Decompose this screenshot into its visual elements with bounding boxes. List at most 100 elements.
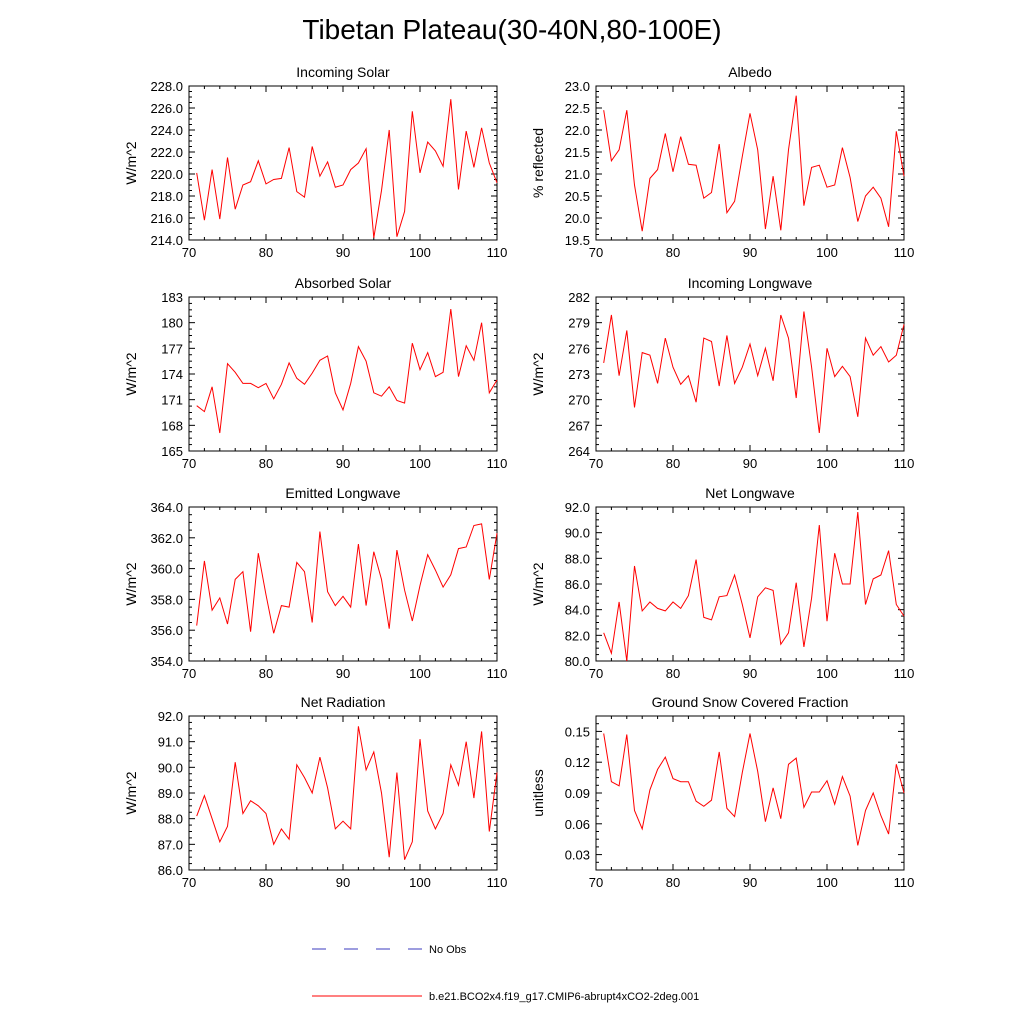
y-tick-label: 171 [161, 393, 183, 408]
x-tick-label: 90 [336, 245, 350, 260]
y-tick-label: 92.0 [565, 500, 590, 515]
y-tick-label: 183 [161, 290, 183, 305]
y-tick-label: 19.5 [565, 233, 590, 248]
series-line [196, 523, 498, 634]
x-tick-label: 70 [589, 666, 603, 681]
plot-frame [188, 715, 498, 871]
x-tick-label: 70 [182, 456, 196, 471]
panel-title: Ground Snow Covered Fraction [652, 694, 849, 710]
y-tick-label: 80.0 [565, 654, 590, 669]
x-tick-label: 100 [409, 875, 431, 890]
y-axis-label: W/m^2 [530, 562, 546, 605]
panel-title: Incoming Longwave [688, 275, 813, 291]
y-tick-label: 89.0 [158, 786, 183, 801]
y-tick-label: 21.0 [565, 167, 590, 182]
panel-6: Net Longwave W/m^2 70 80 90 100 110 80.0 82.0 84.… [530, 485, 914, 681]
panel-1: Incoming Solar W/m^2 70 80 90 100 110 214.0 216.… [123, 64, 507, 260]
y-tick-label: 282 [568, 290, 590, 305]
plot-frame [595, 296, 905, 452]
x-tick-label: 100 [409, 245, 431, 260]
x-tick-label: 70 [589, 875, 603, 890]
y-axis-label: W/m^2 [530, 352, 546, 395]
y-tick-label: 90.0 [565, 526, 590, 541]
x-tick-label: 90 [743, 875, 757, 890]
y-tick-label: 84.0 [565, 603, 590, 618]
x-tick-label: 70 [182, 875, 196, 890]
y-tick-label: 216.0 [150, 211, 183, 226]
x-tick-label: 100 [816, 875, 838, 890]
x-tick-label: 100 [409, 666, 431, 681]
y-tick-label: 0.09 [565, 786, 590, 801]
y-axis-label: W/m^2 [123, 141, 139, 184]
y-axis-label: % reflected [530, 128, 546, 198]
panel-title: Net Radiation [301, 694, 386, 710]
y-tick-label: 226.0 [150, 101, 183, 116]
y-tick-label: 354.0 [150, 654, 183, 669]
plot-frame [188, 506, 498, 662]
panel-8: Ground Snow Covered Fraction unitless 70 80… [530, 694, 914, 890]
panel-title: Albedo [728, 64, 772, 80]
x-tick-label: 80 [259, 875, 273, 890]
y-tick-label: 21.5 [565, 145, 590, 160]
y-axis-label: W/m^2 [123, 771, 139, 814]
x-tick-label: 110 [487, 245, 508, 260]
x-tick-label: 110 [487, 666, 508, 681]
legend-label: b.e21.BCO2x4.f19_g17.CMIP6-abrupt4xCO2-2… [429, 991, 699, 1003]
y-tick-label: 364.0 [150, 500, 183, 515]
x-tick-label: 70 [182, 245, 196, 260]
y-tick-label: 264 [568, 444, 590, 459]
y-tick-label: 360.0 [150, 562, 183, 577]
x-tick-label: 100 [816, 456, 838, 471]
y-tick-label: 82.0 [565, 628, 590, 643]
x-tick-label: 100 [816, 666, 838, 681]
y-tick-label: 220.0 [150, 167, 183, 182]
y-tick-label: 214.0 [150, 233, 183, 248]
x-tick-label: 90 [336, 666, 350, 681]
x-tick-label: 70 [182, 666, 196, 681]
series-line [196, 308, 498, 434]
y-tick-label: 270 [568, 393, 590, 408]
x-tick-label: 110 [894, 875, 915, 890]
panel-title: Absorbed Solar [295, 275, 392, 291]
y-tick-label: 20.0 [565, 211, 590, 226]
y-tick-label: 88.0 [158, 812, 183, 827]
panel-2: Albedo % reflected 70 80 90 100 110 19.5 20.0 20.… [530, 64, 914, 260]
plot-frame [188, 296, 498, 452]
legend-label: No Obs [429, 944, 467, 956]
x-tick-label: 90 [336, 875, 350, 890]
series-line [603, 512, 905, 662]
figure-title: Tibetan Plateau(30-40N,80-100E) [302, 14, 722, 45]
panel-3: Absorbed Solar W/m^2 70 80 90 100 110 165 168 171… [123, 275, 507, 471]
x-tick-label: 110 [487, 456, 508, 471]
y-tick-label: 88.0 [565, 551, 590, 566]
x-tick-label: 90 [336, 456, 350, 471]
plot-frame [595, 85, 905, 241]
x-tick-label: 90 [743, 245, 757, 260]
series-line [603, 311, 905, 434]
x-tick-label: 110 [894, 456, 915, 471]
series-line [196, 99, 498, 238]
y-tick-label: 180 [161, 316, 183, 331]
y-tick-label: 22.5 [565, 101, 590, 116]
y-axis-label: W/m^2 [123, 562, 139, 605]
panel-title: Net Longwave [705, 485, 795, 501]
panel-7: Net Radiation W/m^2 70 80 90 100 110 86.0 87.0 88… [123, 694, 507, 890]
x-tick-label: 80 [666, 666, 680, 681]
y-tick-label: 0.06 [565, 817, 590, 832]
y-tick-label: 86.0 [158, 863, 183, 878]
y-tick-label: 23.0 [565, 79, 590, 94]
y-tick-label: 87.0 [158, 837, 183, 852]
x-tick-label: 80 [259, 456, 273, 471]
plot-frame [595, 715, 905, 871]
panel-title: Incoming Solar [296, 64, 390, 80]
y-tick-label: 218.0 [150, 189, 183, 204]
x-tick-label: 90 [743, 666, 757, 681]
x-tick-label: 80 [666, 456, 680, 471]
x-tick-label: 80 [259, 666, 273, 681]
y-tick-label: 90.0 [158, 760, 183, 775]
x-tick-label: 70 [589, 456, 603, 471]
y-tick-label: 0.15 [565, 724, 590, 739]
x-tick-label: 80 [666, 245, 680, 260]
y-tick-label: 276 [568, 341, 590, 356]
